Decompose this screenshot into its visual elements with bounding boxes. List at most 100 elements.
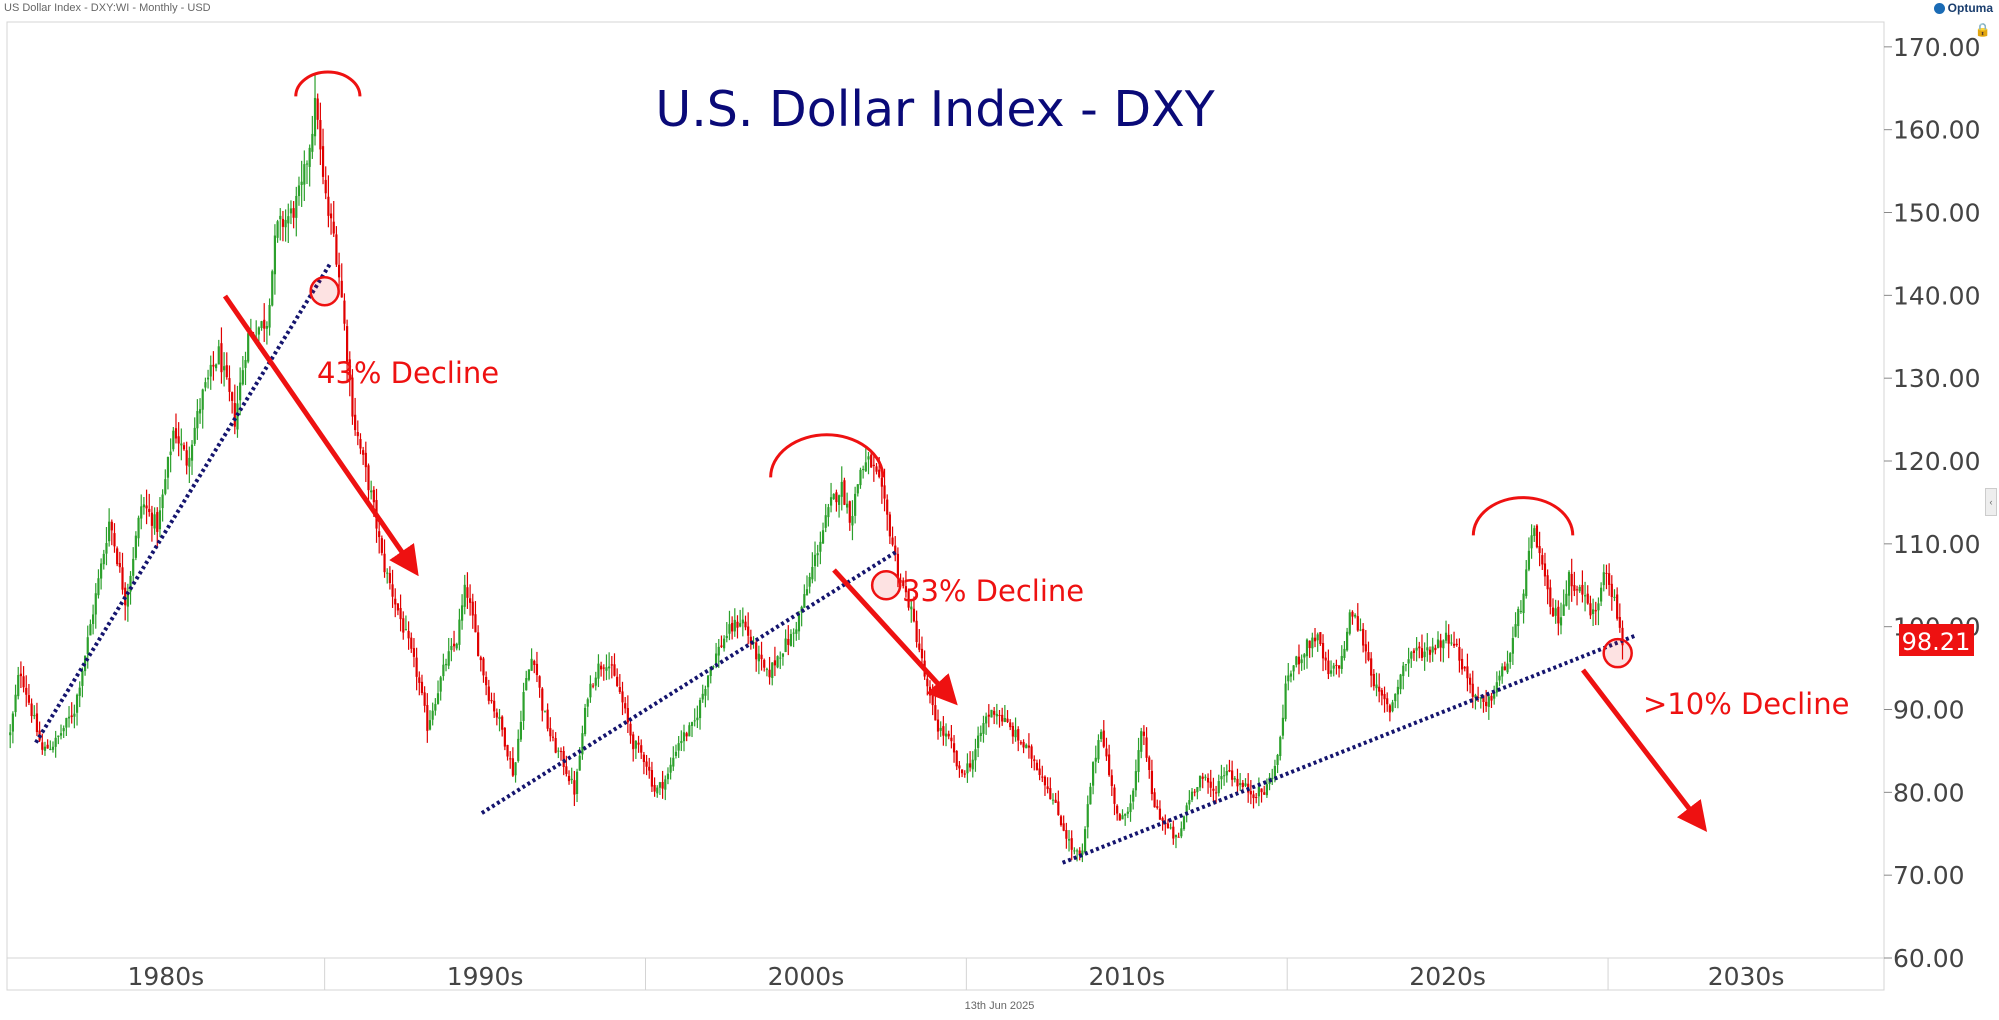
candle-body xyxy=(1511,638,1514,654)
candle-body xyxy=(1321,643,1325,659)
candle-body xyxy=(846,503,849,508)
candle-body xyxy=(1231,770,1234,780)
candle-body xyxy=(1038,768,1041,776)
candle-body xyxy=(367,465,370,491)
candle-body xyxy=(1161,818,1164,821)
candle-body xyxy=(575,771,579,795)
candle-body xyxy=(616,676,619,686)
candle-body xyxy=(43,746,47,751)
candle-body xyxy=(204,382,207,388)
candle-body xyxy=(1022,741,1025,748)
candle-body xyxy=(1086,804,1089,828)
candle-body xyxy=(618,686,621,692)
candle-body xyxy=(583,707,587,735)
candle-body xyxy=(827,507,830,518)
candle-body xyxy=(35,713,39,733)
candle-body xyxy=(974,749,977,761)
candle-body xyxy=(776,656,779,668)
candle-body xyxy=(169,451,172,456)
candle-body xyxy=(1594,610,1597,612)
candle-body xyxy=(757,653,760,662)
candle-body xyxy=(474,614,477,633)
candle-body xyxy=(177,436,180,444)
candle-body xyxy=(1220,775,1223,780)
lock-icon[interactable]: 🔒 xyxy=(1974,22,1991,37)
x-axis-separators xyxy=(324,958,1609,990)
top-arc xyxy=(769,433,885,478)
candle-body xyxy=(613,664,616,676)
candle-body xyxy=(124,587,127,606)
candle-body xyxy=(920,648,924,659)
optuma-logo-icon xyxy=(1933,2,1945,14)
trendline xyxy=(480,550,897,815)
candle-body xyxy=(1073,850,1076,852)
candle-body xyxy=(1404,664,1408,666)
candle-body xyxy=(1035,762,1039,770)
candle-body xyxy=(158,510,162,530)
candle-body xyxy=(83,655,87,672)
last-price-box xyxy=(1899,624,1974,656)
candle-body xyxy=(490,699,493,702)
candle-body xyxy=(1140,731,1143,752)
candle-body xyxy=(1386,698,1389,705)
candle-body xyxy=(888,514,891,537)
candle-body xyxy=(693,720,696,722)
candle-body xyxy=(503,727,506,747)
candle-body xyxy=(1209,781,1212,788)
candle-body xyxy=(1067,839,1071,841)
candle-body xyxy=(1228,770,1231,772)
candle-body xyxy=(1249,791,1252,795)
candle-body xyxy=(1527,550,1531,570)
candle-body xyxy=(1559,617,1563,626)
candle-body xyxy=(971,759,974,770)
candle-body xyxy=(311,133,314,152)
candle-body xyxy=(1212,788,1215,791)
candle-body xyxy=(856,484,859,494)
candle-body xyxy=(455,643,458,649)
candle-body xyxy=(1493,693,1496,699)
decline-arrow xyxy=(1581,668,1708,832)
candle-body xyxy=(239,382,242,401)
candle-body xyxy=(1054,799,1057,803)
candle-body xyxy=(444,663,448,666)
decline-arrow xyxy=(832,568,958,706)
candle-body xyxy=(936,719,940,732)
candle-body xyxy=(731,622,734,632)
breakdown-circle xyxy=(1602,637,1633,669)
candle-body xyxy=(1450,642,1453,644)
candle-body xyxy=(1359,629,1362,631)
candle-body xyxy=(530,658,533,671)
candle-body xyxy=(469,598,472,603)
chevron-left-icon[interactable]: ‹ xyxy=(1985,488,1997,516)
candle-body xyxy=(1367,652,1370,661)
candle-body xyxy=(182,445,186,450)
candle-body xyxy=(1188,800,1191,805)
candle-body xyxy=(525,678,528,691)
candle-body xyxy=(1482,695,1485,703)
candle-body xyxy=(1610,583,1613,598)
candle-body xyxy=(316,98,319,120)
candle-body xyxy=(81,670,84,686)
candle-body xyxy=(94,593,97,615)
candle-body xyxy=(346,326,349,362)
candle-body xyxy=(1356,616,1359,631)
candle-body xyxy=(33,715,36,717)
candle-body xyxy=(284,219,287,228)
candle-body xyxy=(755,642,758,660)
candle-body xyxy=(1271,777,1274,780)
candle-body xyxy=(1362,628,1365,646)
candle-body xyxy=(1380,690,1383,696)
candle-body xyxy=(677,743,680,751)
candle-body xyxy=(987,714,990,717)
candle-body xyxy=(46,744,49,749)
candle-body xyxy=(658,782,662,788)
candle-body xyxy=(116,548,119,565)
chart-header-bar: US Dollar Index - DXY:WI - Monthly - USD… xyxy=(0,0,1999,20)
candle-body xyxy=(477,632,480,656)
candle-body xyxy=(153,514,156,529)
candle-body xyxy=(629,723,632,736)
candle-body xyxy=(1535,525,1539,548)
y-tick-label: 160.00 xyxy=(1893,116,1980,145)
candle-body xyxy=(1078,850,1081,856)
